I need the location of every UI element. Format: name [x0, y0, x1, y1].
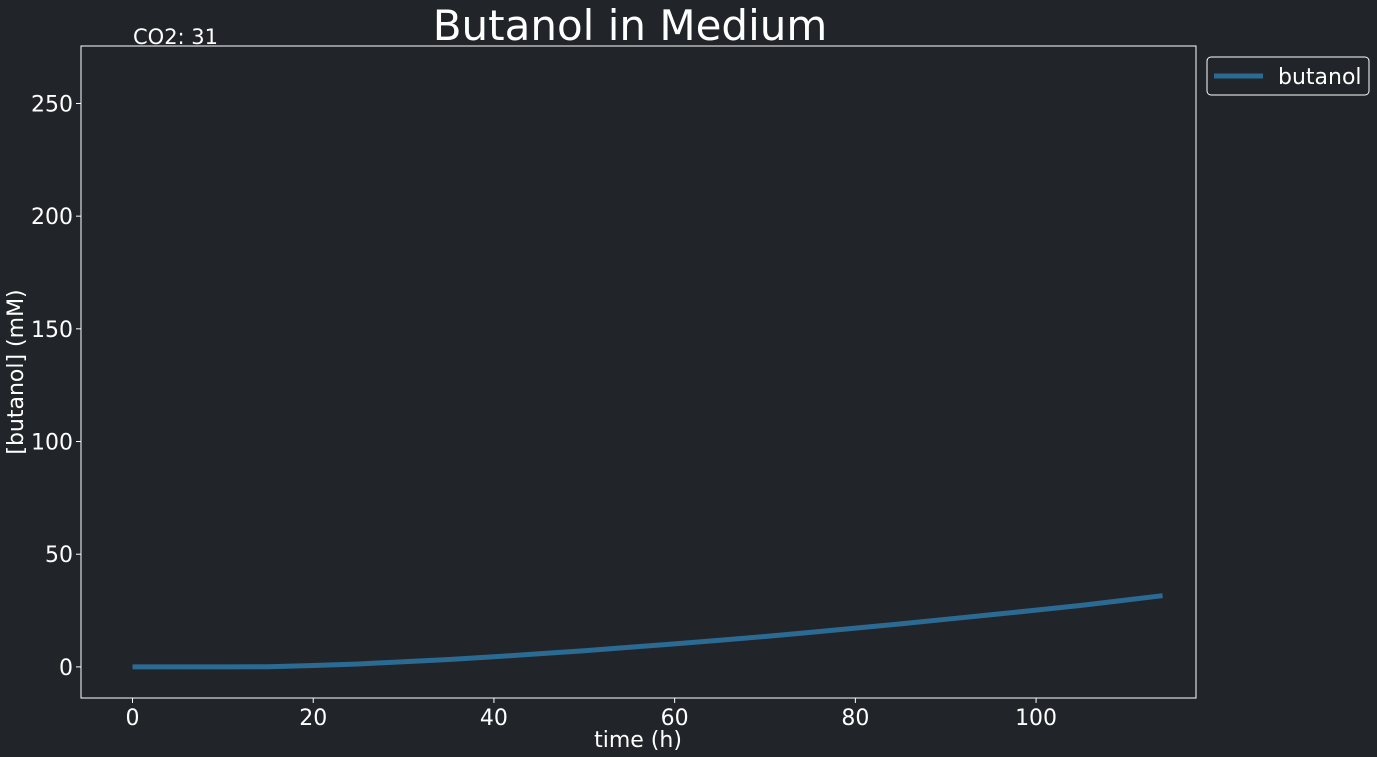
legend[interactable]: butanol [1206, 56, 1370, 96]
legend-box [1206, 56, 1370, 96]
co2-annotation: CO2: 31 [133, 25, 218, 49]
y-axis-label: [butanol] (mM) [4, 289, 29, 454]
y-tick-label: 0 [59, 656, 73, 681]
series-layer [132, 593, 1163, 670]
x-tick-label: 40 [480, 706, 508, 731]
y-tick-label: 50 [45, 543, 73, 568]
y-tick-label: 200 [31, 205, 73, 230]
x-axis-label: time (h) [594, 728, 682, 753]
plot-area-frame [80, 45, 1197, 699]
y-tick-label: 100 [31, 431, 73, 456]
y-tick-label: 250 [31, 92, 73, 117]
x-tick-label: 20 [299, 706, 327, 731]
x-tick-label: 80 [841, 706, 869, 731]
x-tick-label: 100 [1015, 706, 1057, 731]
series-line-butanol [132, 593, 1163, 670]
x-tick-label: 60 [661, 706, 689, 731]
x-tick-label: 0 [126, 706, 140, 731]
x-axis: 0 20 40 60 80 100 [126, 698, 1057, 731]
y-axis: 0 50 100 150 200 250 [31, 92, 81, 681]
legend-label-butanol: butanol [1278, 65, 1362, 90]
chart-title: Butanol in Medium [433, 1, 828, 50]
y-tick-label: 150 [31, 318, 73, 343]
